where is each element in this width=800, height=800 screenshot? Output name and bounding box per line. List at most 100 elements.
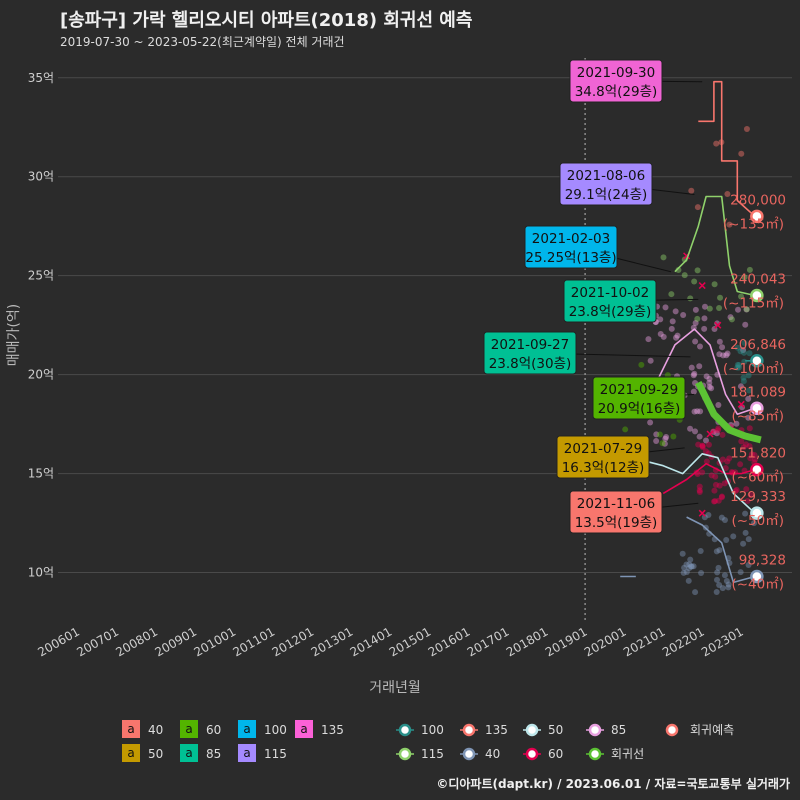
scatter-point bbox=[737, 348, 744, 355]
scatter-point bbox=[687, 556, 694, 563]
legend-line-marker bbox=[462, 723, 476, 737]
scatter-point bbox=[721, 516, 728, 523]
scatter-point bbox=[746, 350, 753, 357]
scatter-point bbox=[697, 343, 704, 350]
scatter-point bbox=[688, 563, 695, 570]
scatter-point bbox=[745, 562, 752, 569]
scatter-point bbox=[706, 375, 713, 382]
scatter-point bbox=[716, 482, 723, 489]
scatter-point bbox=[653, 431, 660, 438]
x-tick-label: 202201 bbox=[660, 624, 707, 659]
scatter-point bbox=[681, 564, 688, 571]
legend-fill-label: 40 bbox=[148, 723, 163, 737]
chart-subtitle: 2019-07-30 ~ 2023-05-22(최근계약일) 전체 거래건 bbox=[60, 35, 345, 49]
scatter-point bbox=[686, 561, 693, 568]
scatter-point bbox=[708, 385, 715, 392]
scatter-point bbox=[745, 395, 752, 402]
series-end-point-40 bbox=[750, 569, 764, 584]
prediction-value: 129,333 bbox=[730, 489, 786, 505]
scatter-point bbox=[722, 465, 729, 472]
scatter-point bbox=[706, 383, 713, 390]
scatter-point bbox=[663, 433, 670, 440]
legend-line-marker bbox=[398, 723, 412, 737]
scatter-point bbox=[716, 304, 723, 311]
x-tick-label: 201801 bbox=[504, 624, 551, 659]
legend-fill-key bbox=[238, 744, 256, 762]
scatter-point bbox=[683, 568, 690, 575]
callout-date: 2021-10-02 bbox=[571, 285, 649, 301]
scatter-point bbox=[719, 585, 726, 592]
series-line-회귀선 bbox=[695, 380, 762, 444]
scatter-point bbox=[647, 419, 654, 426]
scatter-point bbox=[732, 488, 739, 495]
scatter-point bbox=[668, 291, 675, 298]
chart-footer: ©디아파트(dapt.kr) / 2023.06.01 / 자료=국토교통부 실… bbox=[436, 777, 790, 791]
scatter-point bbox=[688, 187, 695, 194]
scatter-point bbox=[694, 315, 701, 322]
y-tick-label: 20억 bbox=[28, 368, 54, 382]
callout-price: 34.8억(29층) bbox=[575, 84, 658, 100]
scatter-point bbox=[734, 361, 741, 368]
callout-price: 16.3억(12층) bbox=[562, 460, 645, 476]
scatter-point bbox=[740, 346, 747, 353]
scatter-point bbox=[746, 443, 753, 450]
x-tick-label: 200901 bbox=[152, 624, 199, 659]
scatter-point bbox=[743, 306, 750, 313]
scatter-point bbox=[747, 491, 754, 498]
legend-line-label: 60 bbox=[548, 747, 563, 761]
legend-line-label: 50 bbox=[548, 723, 563, 737]
scatter-point bbox=[713, 430, 720, 437]
legend-fill-label: 135 bbox=[321, 723, 344, 737]
scatter-point bbox=[685, 577, 692, 584]
prediction-value: 151,820 bbox=[730, 446, 786, 462]
series-end-point-60 bbox=[750, 462, 764, 477]
scatter-point bbox=[691, 408, 698, 415]
callout-date: 2021-02-03 bbox=[532, 231, 610, 247]
x-tick-label: 201501 bbox=[387, 624, 434, 659]
scatter-point bbox=[691, 370, 698, 377]
scatter-point bbox=[719, 431, 726, 438]
y-tick-label: 15억 bbox=[28, 467, 54, 481]
scatter-point bbox=[645, 336, 652, 343]
scatter-point bbox=[713, 589, 720, 596]
callout-date: 2021-09-27 bbox=[491, 337, 569, 353]
scatter-point bbox=[701, 325, 708, 332]
prediction-x-marker bbox=[706, 430, 714, 438]
scatter-point bbox=[716, 351, 723, 358]
scatter-point bbox=[719, 344, 726, 351]
scatter-point bbox=[697, 408, 704, 415]
scatter-point bbox=[746, 425, 753, 432]
legend-line-marker bbox=[462, 747, 476, 761]
scatter-point bbox=[668, 325, 675, 332]
scatter-point bbox=[697, 548, 704, 555]
callout-box bbox=[569, 490, 663, 534]
x-tick-label: 202101 bbox=[621, 624, 668, 659]
scatter-point bbox=[715, 497, 722, 504]
scatter-point bbox=[696, 489, 703, 496]
legend-fill-glyph: a bbox=[185, 722, 192, 736]
scatter-point bbox=[662, 435, 669, 442]
scatter-point bbox=[662, 304, 669, 311]
x-axis-title: 거래년월 bbox=[369, 680, 421, 696]
scatter-point bbox=[735, 364, 742, 371]
series-line-135 bbox=[698, 80, 756, 217]
scatter-point bbox=[692, 338, 699, 345]
scatter-point bbox=[673, 334, 680, 341]
scatter-point bbox=[694, 267, 701, 274]
scatter-point bbox=[740, 444, 747, 451]
y-tick-label: 30억 bbox=[28, 170, 54, 184]
prediction-value: 98,328 bbox=[739, 552, 786, 568]
scatter-point bbox=[670, 433, 677, 440]
series-line-60 bbox=[662, 462, 756, 495]
scatter-point bbox=[622, 426, 629, 433]
legend-fill-glyph: a bbox=[127, 746, 134, 760]
scatter-point bbox=[692, 428, 699, 435]
scatter-point bbox=[714, 576, 721, 583]
scatter-point bbox=[681, 272, 688, 279]
scatter-point bbox=[730, 533, 737, 540]
scatter-point bbox=[744, 497, 751, 504]
scatter-point bbox=[717, 294, 724, 301]
scatter-point bbox=[712, 498, 719, 505]
callout-date: 2021-11-06 bbox=[577, 496, 655, 512]
prediction-x-marker bbox=[714, 321, 722, 329]
